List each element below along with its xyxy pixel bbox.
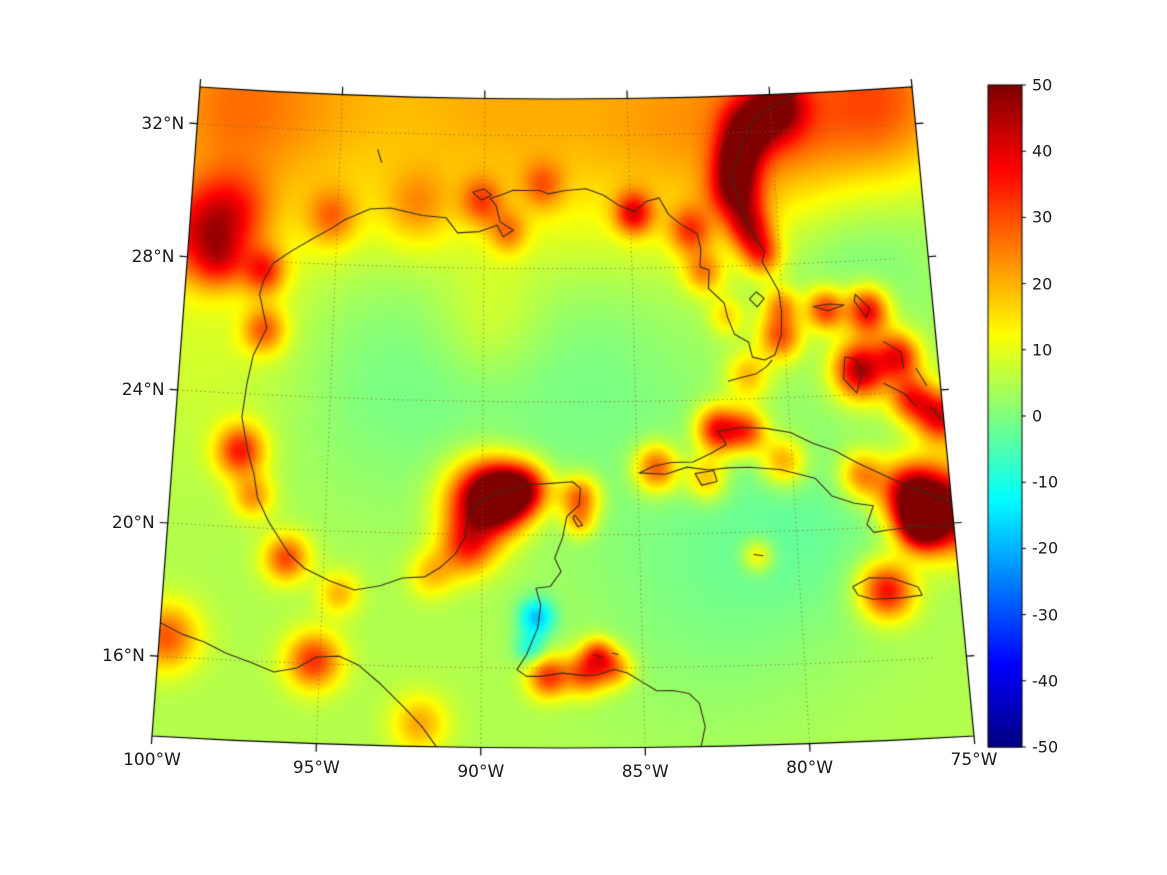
figure: 100°W 95°W 90°W 85°W 80°W 75°W 32°N 28°N 24°N 20°… (0, 0, 1167, 875)
geographic-heatmap-canvas (0, 0, 1167, 875)
